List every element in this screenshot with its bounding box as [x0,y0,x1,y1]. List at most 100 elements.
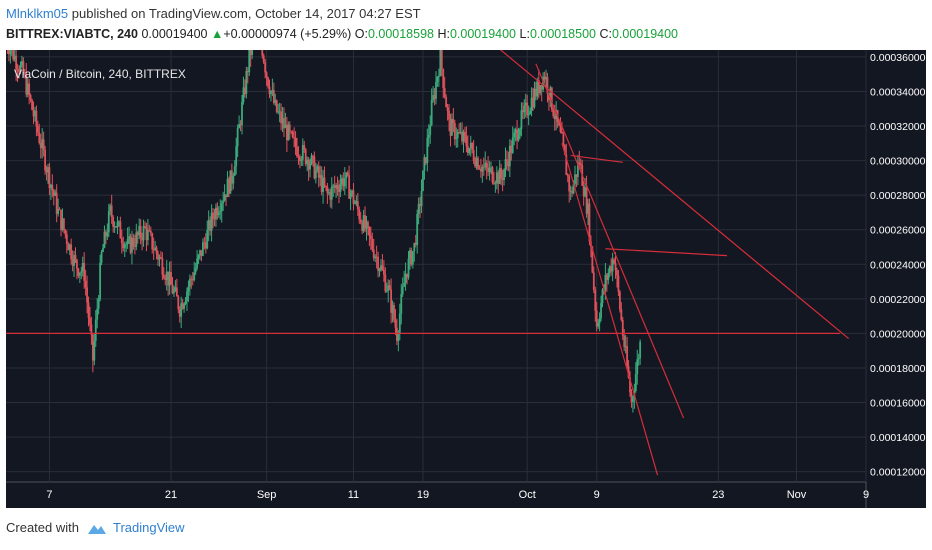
candle-body [506,159,508,161]
candle-body [112,217,114,227]
candle-body [241,102,243,125]
candle-body [64,230,66,234]
candle-body [121,238,123,243]
x-tick-label: 11 [348,489,359,501]
candle-body [602,290,604,303]
candle-body [626,346,628,366]
candle-body [437,77,439,82]
candle-body [412,251,414,264]
candle-body [315,170,317,178]
candle-body [369,227,371,236]
chart-title: ViaCoin / Bitcoin, 240, BITTREX [14,67,186,81]
candle-body [63,219,65,230]
candle-body [106,232,108,236]
candle-body [512,138,514,153]
candle-body [619,292,621,310]
candle-body [245,71,247,94]
candle-body [408,259,410,278]
candle-body [416,214,418,245]
candle-body [235,146,237,166]
candle-body [353,191,355,204]
candle-body [616,270,618,275]
candle-body [513,133,515,138]
candle-body [66,234,68,244]
brand-link[interactable]: TradingView [113,520,185,535]
candle-body [266,72,268,77]
candle-body [386,291,388,292]
candle-body [358,209,360,219]
candle-body [367,222,369,227]
candle-body [44,150,46,171]
candle-body [444,88,446,97]
candle-body [251,40,253,55]
candle-body [426,138,428,163]
candle-body [518,136,520,141]
y-tick-label: 0.00030000 [870,156,926,168]
candle-body [95,320,97,341]
candle-body [206,230,208,249]
candle-body [28,84,30,96]
candle-body [144,226,146,227]
candle-body [140,226,142,238]
candle-body [551,88,553,110]
candle-body [618,276,620,292]
candle-body [79,273,81,276]
y-tick-label: 0.00018000 [870,363,926,375]
candle-body [503,170,505,180]
x-tick-label: 7 [46,489,52,501]
candle-body [254,33,256,36]
candle-body [38,133,40,143]
candle-body [623,336,625,347]
candle-body [257,18,259,22]
candle-body [337,185,339,189]
candle-body [382,265,384,270]
candle-body [5,40,7,41]
candle-body [261,40,263,55]
candle-body [75,255,77,260]
y-tick-label: 0.00014000 [870,432,926,444]
candle-body [296,147,298,156]
candle-body [119,221,121,238]
candle-body [558,122,560,125]
candle-body [452,119,454,123]
x-tick-label: Oct [519,489,536,501]
candle-body [237,128,239,146]
candle-body [528,114,530,115]
candle-body [270,91,272,94]
y-tick-label: 0.00022000 [870,294,926,306]
y-tick-label: 0.00012000 [870,467,926,479]
candle-body [303,145,305,149]
candle-body [193,272,195,280]
candle-body [340,184,342,192]
x-tick-label: 9 [863,489,869,501]
candle-body [43,139,45,149]
candle-body [143,226,145,240]
candle-body [311,156,313,164]
candle-body [563,134,565,145]
candle-body [560,125,562,132]
candle-body [190,279,192,280]
candle-body [312,156,314,157]
y-tick-label: 0.00032000 [870,121,926,133]
candle-body [454,123,456,139]
candle-body [402,287,404,294]
candle-body [471,143,473,150]
candle-body [636,359,638,374]
candle-body [441,48,443,69]
candle-body [519,129,521,136]
y-tick-label: 0.00024000 [870,259,926,271]
candle-body [594,290,596,311]
candle-body [431,100,433,125]
candle-body [189,279,191,287]
candle-body [256,23,258,33]
candle-body [125,244,127,245]
candle-body [403,283,405,287]
candle-body [185,301,187,304]
candle-body [96,309,98,320]
candle-body [464,132,466,136]
candle-body [127,239,129,244]
footer: Created with TradingView [6,520,185,535]
candle-body [59,209,61,210]
candle-body [173,290,175,293]
